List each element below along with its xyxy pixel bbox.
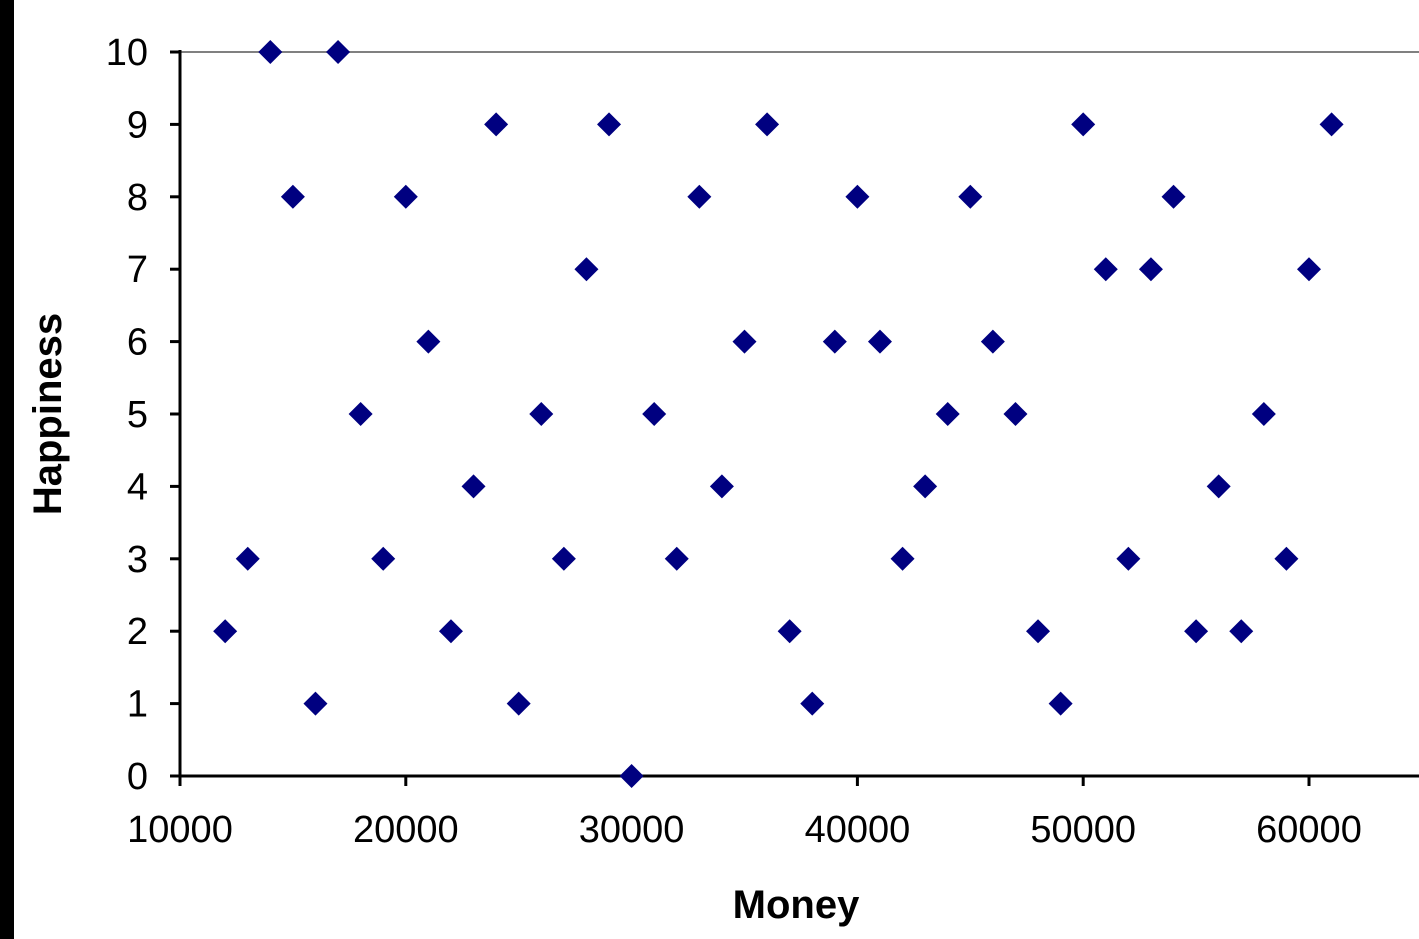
data-point-0-43 [1184,619,1209,644]
data-point-0-47 [1274,546,1299,571]
data-point-0-23 [732,329,757,354]
data-point-0-3 [280,184,305,209]
data-point-0-6 [348,402,373,426]
data-point-0-11 [461,474,486,499]
data-points [213,40,1344,788]
data-point-0-44 [1206,474,1231,499]
data-point-0-28 [845,184,870,209]
data-point-0-21 [687,184,712,209]
data-point-0-34 [980,329,1005,354]
data-point-0-27 [822,329,847,354]
data-point-0-30 [890,546,915,571]
x-tick-label-20000: 20000 [353,809,459,851]
data-point-0-45 [1229,619,1254,644]
data-point-0-22 [709,474,734,499]
data-point-0-14 [529,402,554,426]
data-point-0-7 [371,546,396,571]
x-axis-title: Money [733,883,860,927]
data-point-0-36 [1026,619,1051,644]
y-tick-label-1: 1 [127,684,148,726]
data-point-0-39 [1093,257,1118,282]
chart-frame [14,0,1419,939]
data-point-0-35 [1003,402,1028,426]
data-point-0-19 [642,402,667,426]
data-point-0-40 [1116,546,1141,571]
data-point-0-38 [1071,112,1096,137]
y-tick-label-4: 4 [127,466,148,508]
data-point-0-49 [1319,112,1344,137]
data-point-0-24 [755,112,780,137]
data-point-0-37 [1048,691,1073,716]
y-tick-label-9: 9 [127,104,148,146]
data-point-0-20 [664,546,689,571]
data-point-0-8 [393,184,418,209]
ticks [170,50,1311,786]
y-tick-label-10: 10 [106,32,148,74]
data-point-0-17 [597,112,622,137]
data-point-0-15 [551,546,576,571]
y-tick-label-3: 3 [127,539,148,581]
data-point-0-31 [913,474,938,499]
data-point-0-42 [1161,184,1186,209]
x-tick-label-10000: 10000 [127,809,233,851]
data-point-0-29 [867,329,892,354]
y-tick-label-5: 5 [127,394,148,436]
x-tick-label-60000: 60000 [1256,809,1362,851]
data-point-0-26 [800,691,825,716]
data-point-0-13 [506,691,531,716]
y-tick-label-0: 0 [127,756,148,798]
data-point-0-25 [777,619,802,644]
tick-labels: 0 1 2 3 4 5 6 7 8 9 10 10000 20000 30000 40000 50000 600… [106,32,1362,851]
x-tick-label-50000: 50000 [1030,809,1136,851]
x-tick-label-40000: 40000 [805,809,911,851]
data-point-0-4 [303,691,328,716]
data-point-0-10 [438,619,463,644]
data-point-0-12 [484,112,509,137]
data-point-0-18 [619,764,644,788]
data-point-0-0 [213,619,238,644]
data-point-0-48 [1297,257,1321,282]
y-tick-label-6: 6 [127,322,148,364]
data-point-0-46 [1251,402,1276,426]
y-tick-label-7: 7 [127,249,148,291]
y-tick-label-8: 8 [127,177,148,219]
data-point-0-2 [258,40,283,64]
y-axis-title: Happiness [26,313,70,515]
data-point-0-33 [958,184,983,209]
data-point-0-41 [1138,257,1163,282]
data-point-0-16 [574,257,599,282]
data-point-0-32 [935,402,960,426]
data-point-0-1 [235,546,260,571]
data-point-0-5 [326,40,351,64]
y-tick-label-2: 2 [127,611,148,653]
data-point-0-9 [416,329,441,354]
x-tick-label-30000: 30000 [579,809,685,851]
